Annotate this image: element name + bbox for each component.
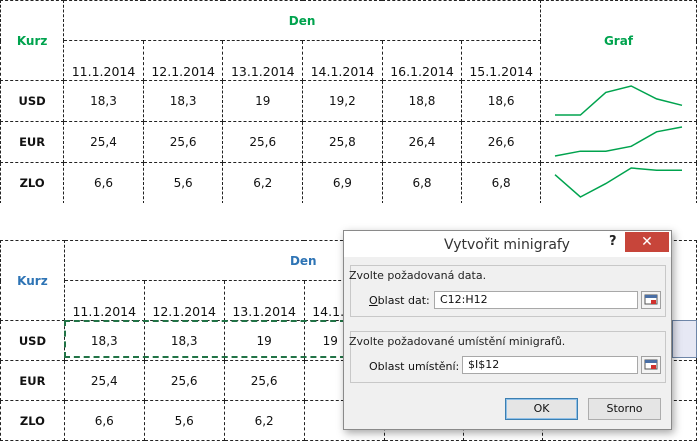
value-cell[interactable]: 26,4 (381, 121, 463, 163)
collapse-dialog-icon[interactable] (641, 291, 661, 309)
date-cell[interactable]: 14.1.2014 (302, 40, 383, 81)
sparkline-usd (554, 85, 683, 116)
location-range-label: Oblast umístění: (369, 360, 460, 373)
data-group (350, 265, 666, 317)
value-cell[interactable]: 18,3 (143, 320, 225, 361)
date-cell[interactable]: 12.1.2014 (143, 280, 225, 321)
sparkline-cell[interactable] (539, 121, 697, 163)
date-cell[interactable]: 16.1.2014 (381, 40, 463, 81)
date-cell[interactable]: 13.1.2014 (222, 40, 304, 81)
value-cell[interactable]: 6,8 (381, 162, 463, 204)
value-cell[interactable]: 6,6 (63, 400, 145, 441)
header-kurz[interactable]: Kurz (0, 240, 65, 321)
sparkline-cell[interactable] (539, 80, 697, 122)
range-picker-icon (644, 359, 658, 370)
value-cell[interactable]: 19 (222, 80, 304, 122)
sparkline-usd (554, 85, 683, 116)
date-cell[interactable]: 13.1.2014 (223, 280, 305, 321)
value-cell[interactable]: 6,2 (223, 400, 305, 441)
sparkline-zlo (554, 167, 682, 198)
value-cell[interactable]: 25,6 (222, 121, 304, 163)
value-cell[interactable]: 6,9 (302, 162, 383, 204)
data-group-caption: Zvolte požadovaná data. (349, 269, 487, 282)
value-cell[interactable]: 6,8 (461, 162, 541, 204)
location-range-input[interactable]: $I$12 (462, 356, 638, 374)
value-cell[interactable]: 25,6 (142, 121, 224, 163)
value-cell[interactable]: 18,6 (461, 80, 541, 122)
selected-location-cell[interactable] (672, 320, 697, 358)
data-range-label-rest: blast dat: (377, 294, 430, 307)
value-cell[interactable]: 18,8 (381, 80, 463, 122)
currency-cell[interactable]: USD (0, 320, 65, 361)
cancel-button[interactable]: Storno (588, 398, 661, 420)
location-group (350, 331, 666, 383)
date-cell[interactable]: 12.1.2014 (142, 40, 224, 81)
header-den[interactable]: Den (63, 0, 541, 41)
dialog-title: Vytvořit minigrafy (444, 237, 570, 253)
table-row: EUR 25,4 25,6 25,6 25,8 26,4 26,6 (0, 121, 697, 163)
date-cell[interactable]: 15.1.2014 (461, 40, 541, 81)
currency-cell[interactable]: ZLO (0, 400, 65, 441)
help-icon[interactable]: ? (609, 234, 617, 249)
date-cell[interactable]: 11.1.2014 (63, 40, 144, 81)
value-cell[interactable]: 18,3 (142, 80, 224, 122)
currency-cell[interactable]: ZLO (0, 162, 65, 204)
header-kurz[interactable]: Kurz (0, 0, 65, 81)
value-cell[interactable]: 6,6 (63, 162, 144, 204)
date-cell[interactable]: 11.1.2014 (63, 280, 145, 321)
ok-button[interactable]: OK (505, 398, 578, 420)
value-cell[interactable]: 5,6 (143, 400, 225, 441)
value-cell[interactable]: 19 (223, 320, 305, 361)
create-sparklines-dialog: Vytvořit minigrafy ? ✕ Zvolte požadovaná… (343, 230, 672, 430)
value-cell[interactable]: 18,3 (63, 320, 145, 361)
sparkline-cell[interactable] (539, 162, 697, 204)
value-cell[interactable]: 25,4 (63, 360, 145, 401)
close-icon[interactable]: ✕ (625, 232, 669, 252)
value-cell[interactable]: 5,6 (142, 162, 224, 204)
value-cell[interactable]: 25,6 (223, 360, 305, 401)
table-row: USD 18,3 18,3 19 19,2 18,8 18,6 (0, 80, 697, 122)
table-row: ZLO 6,6 5,6 6,2 6,9 6,8 6,8 (0, 162, 697, 204)
value-cell[interactable]: 6,2 (222, 162, 304, 204)
currency-cell[interactable]: EUR (0, 121, 65, 163)
sheet-table-top: Kurz Den Graf 11.1.2014 12.1.2014 13.1.2… (0, 0, 697, 204)
value-cell[interactable]: 19,2 (302, 80, 383, 122)
collapse-dialog-icon[interactable] (641, 356, 661, 374)
value-cell[interactable]: 18,3 (63, 80, 144, 122)
data-range-label: Oblast dat: (369, 294, 430, 307)
value-cell[interactable]: 25,8 (302, 121, 383, 163)
sparkline-zlo (554, 167, 682, 198)
sparkline-eur (554, 126, 683, 157)
location-group-caption: Zvolte požadované umístění minigrafů. (349, 335, 566, 348)
currency-cell[interactable]: USD (0, 80, 65, 122)
value-cell[interactable]: 26,6 (461, 121, 541, 163)
value-cell[interactable]: 25,4 (63, 121, 144, 163)
dialog-titlebar[interactable] (344, 231, 671, 257)
data-range-input[interactable]: C12:H12 (434, 291, 638, 309)
sparkline-eur (554, 126, 683, 157)
header-graf[interactable]: Graf (539, 0, 697, 81)
range-picker-icon (644, 294, 658, 305)
value-cell[interactable]: 25,6 (143, 360, 225, 401)
currency-cell[interactable]: EUR (0, 360, 65, 401)
